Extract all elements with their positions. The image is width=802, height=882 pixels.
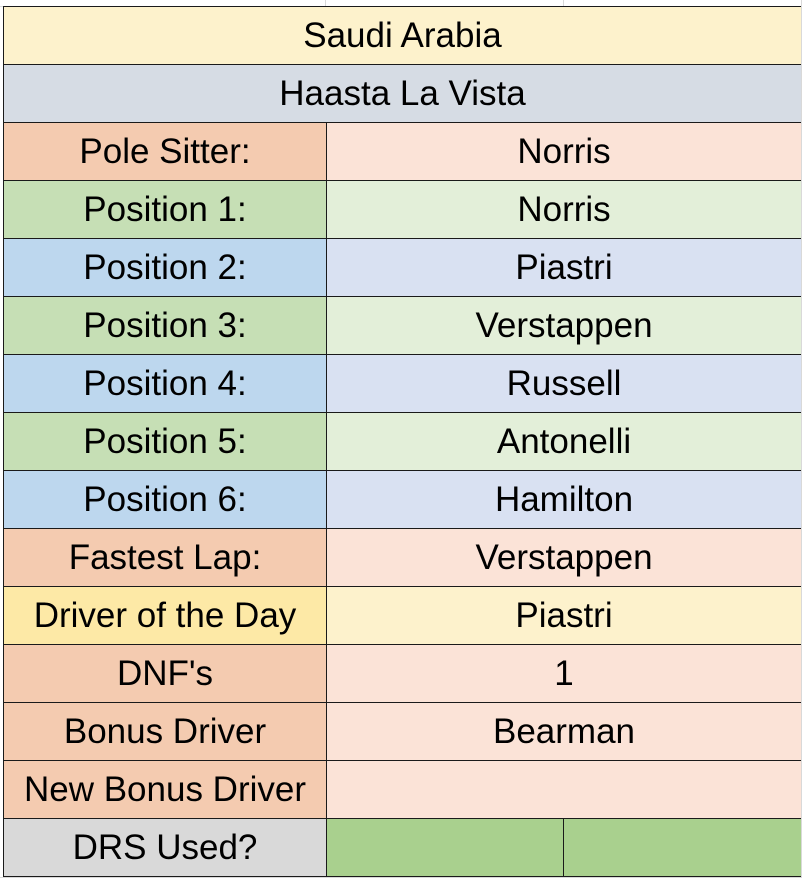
row-label: Position 6: — [83, 480, 247, 519]
label-cell[interactable]: Bonus Driver — [3, 702, 327, 761]
prediction-table: Saudi Arabia Haasta La Vista Pole Sitter… — [3, 6, 802, 877]
label-cell[interactable]: DNF's — [3, 644, 327, 703]
team-row: Haasta La Vista — [3, 64, 802, 123]
label-cell[interactable]: Position 6: — [3, 470, 327, 529]
team-name: Haasta La Vista — [279, 74, 526, 113]
row-label: Fastest Lap: — [68, 538, 262, 577]
drs-cell-2[interactable] — [563, 818, 802, 877]
label-cell[interactable]: Position 2: — [3, 238, 327, 297]
drs-row: DRS Used? — [3, 818, 802, 877]
row-label: Bonus Driver — [63, 712, 267, 751]
title-row: Saudi Arabia — [3, 6, 802, 65]
table-row: Position 3: Verstappen — [3, 296, 802, 355]
row-value: Bearman — [492, 712, 636, 751]
value-cell[interactable]: Piastri — [326, 238, 802, 297]
team-name-cell[interactable]: Haasta La Vista — [3, 64, 802, 123]
row-value: 1 — [554, 654, 574, 693]
table-row: Position 1: Norris — [3, 180, 802, 239]
table-row: Bonus Driver Bearman — [3, 702, 802, 761]
table-row: Fastest Lap: Verstappen — [3, 528, 802, 587]
row-value: Norris — [517, 190, 611, 229]
row-value: Norris — [517, 132, 611, 171]
row-value: Piastri — [515, 248, 613, 287]
label-cell[interactable]: DRS Used? — [3, 818, 327, 877]
label-cell[interactable]: Position 3: — [3, 296, 327, 355]
race-title: Saudi Arabia — [303, 16, 502, 55]
table-row: Position 4: Russell — [3, 354, 802, 413]
table-row: DNF's 1 — [3, 644, 802, 703]
value-cell[interactable]: Russell — [326, 354, 802, 413]
race-title-cell[interactable]: Saudi Arabia — [3, 6, 802, 65]
value-cell[interactable]: 1 — [326, 644, 802, 703]
row-label: Pole Sitter: — [79, 132, 251, 171]
value-cell[interactable]: Hamilton — [326, 470, 802, 529]
drs-cell-1[interactable] — [326, 818, 564, 877]
row-value: Verstappen — [475, 538, 653, 577]
row-label: DNF's — [116, 654, 214, 693]
value-cell[interactable]: Verstappen — [326, 296, 802, 355]
table-row: New Bonus Driver — [3, 760, 802, 819]
table-row: Pole Sitter: Norris — [3, 122, 802, 181]
row-label: Position 2: — [83, 248, 247, 287]
row-value: Piastri — [515, 596, 613, 635]
row-label: Position 4: — [83, 364, 247, 403]
row-label: Position 1: — [83, 190, 247, 229]
row-label: Driver of the Day — [33, 596, 297, 635]
row-label: New Bonus Driver — [23, 770, 307, 809]
table-row: Driver of the Day Piastri — [3, 586, 802, 645]
label-cell[interactable]: Position 4: — [3, 354, 327, 413]
row-value: Antonelli — [496, 422, 632, 461]
grid-edge-bottom — [0, 877, 802, 882]
value-cell[interactable]: Norris — [326, 180, 802, 239]
row-value: Hamilton — [494, 480, 634, 519]
value-cell[interactable] — [326, 760, 802, 819]
row-value: Russell — [506, 364, 622, 403]
table-row: Position 6: Hamilton — [3, 470, 802, 529]
row-label: DRS Used? — [72, 828, 258, 867]
label-cell[interactable]: Position 1: — [3, 180, 327, 239]
value-cell[interactable]: Antonelli — [326, 412, 802, 471]
row-label: Position 3: — [83, 306, 247, 345]
value-cell[interactable]: Bearman — [326, 702, 802, 761]
value-cell[interactable]: Verstappen — [326, 528, 802, 587]
value-cell[interactable]: Norris — [326, 122, 802, 181]
label-cell[interactable]: New Bonus Driver — [3, 760, 327, 819]
label-cell[interactable]: Driver of the Day — [3, 586, 327, 645]
row-value: Verstappen — [475, 306, 653, 345]
table-row: Position 2: Piastri — [3, 238, 802, 297]
table-row: Position 5: Antonelli — [3, 412, 802, 471]
label-cell[interactable]: Position 5: — [3, 412, 327, 471]
label-cell[interactable]: Pole Sitter: — [3, 122, 327, 181]
row-label: Position 5: — [83, 422, 247, 461]
label-cell[interactable]: Fastest Lap: — [3, 528, 327, 587]
value-cell[interactable]: Piastri — [326, 586, 802, 645]
